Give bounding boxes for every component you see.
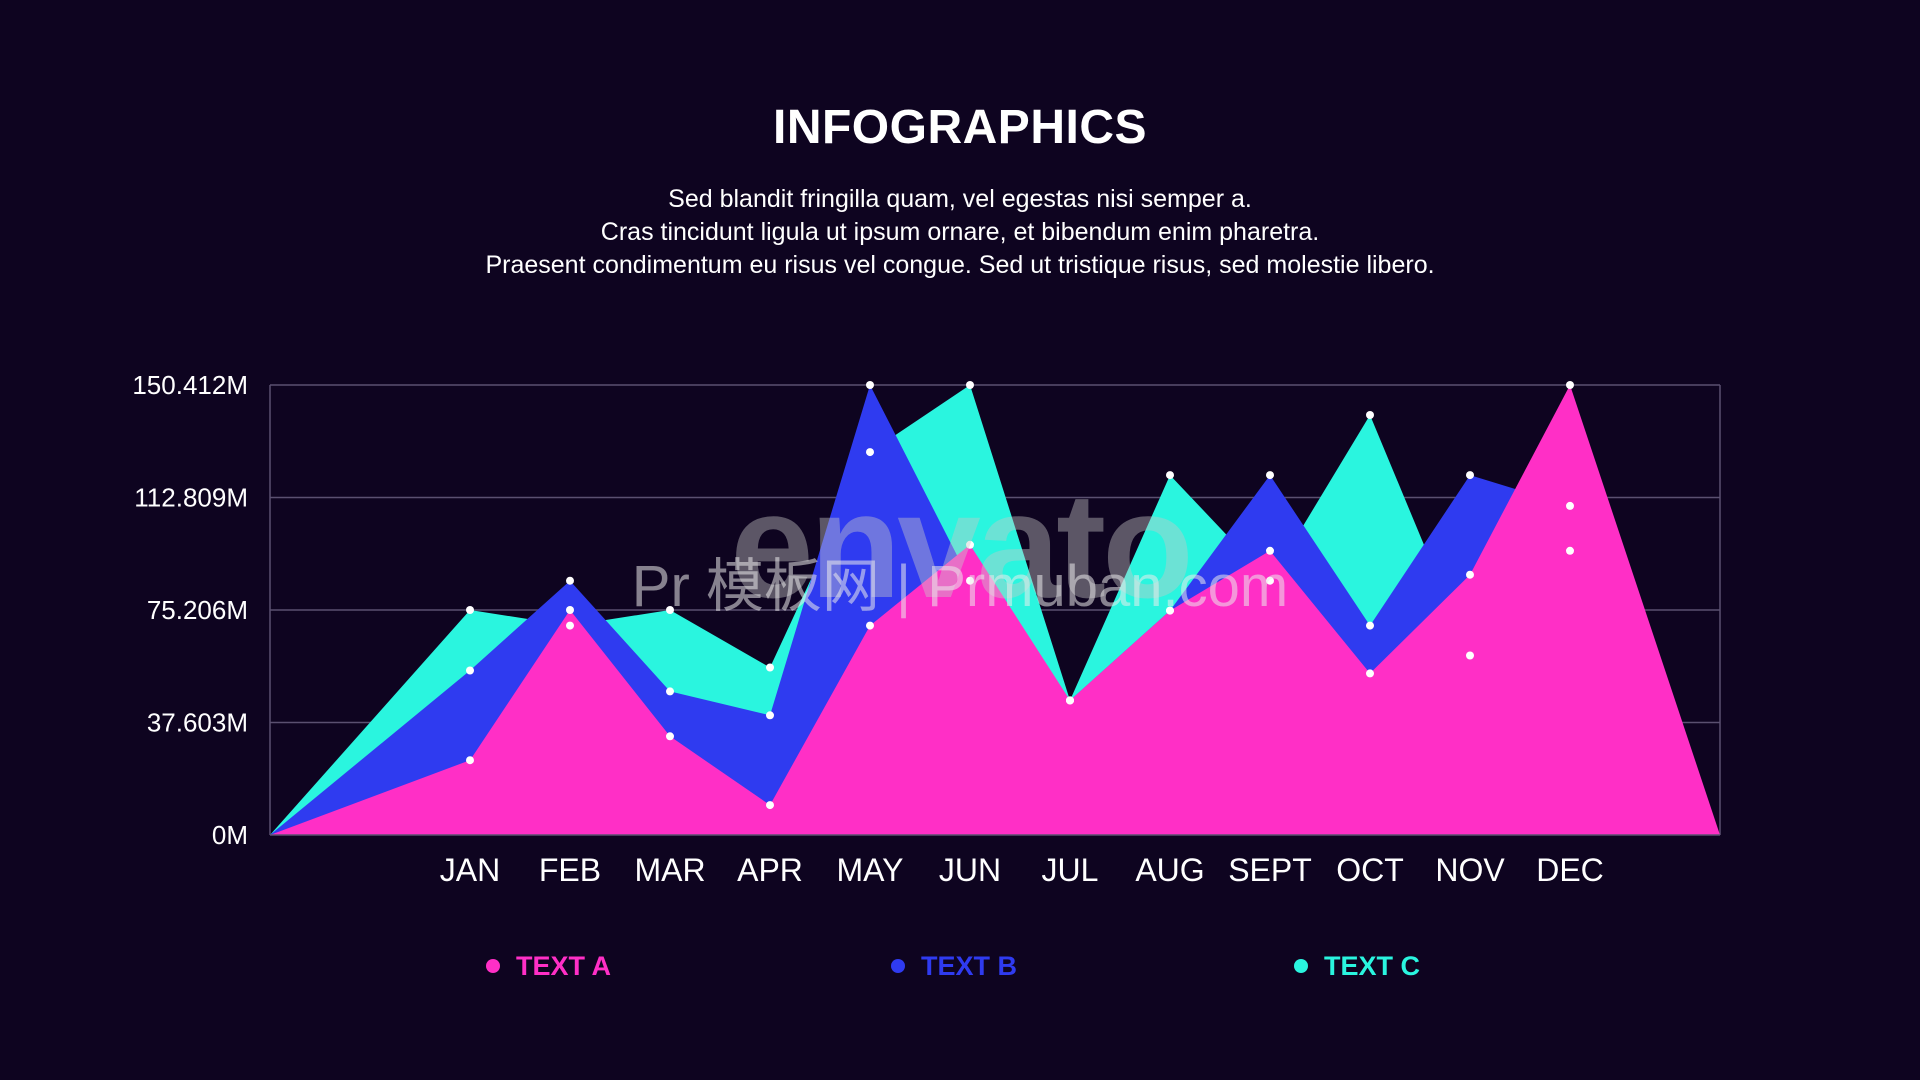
data-point-text-b — [1266, 471, 1274, 480]
legend-label-text-c: TEXT C — [1324, 950, 1421, 981]
legend-label-text-a: TEXT A — [516, 950, 612, 981]
y-tick-label: 112.809M — [134, 483, 248, 513]
data-point-text-c — [766, 663, 774, 672]
data-point-text-b — [1466, 471, 1474, 480]
page-subtitle: Sed blandit fringilla quam, vel egestas … — [0, 183, 1920, 282]
x-tick-label: JAN — [440, 852, 500, 888]
data-point-text-b — [466, 666, 474, 675]
data-point-text-c — [1366, 411, 1374, 419]
data-point-text-a — [766, 801, 774, 810]
legend-item-text-c: TEXT C — [1294, 946, 1420, 986]
data-point-text-c — [1466, 651, 1474, 660]
data-point-text-b — [666, 687, 674, 696]
x-tick-label: APR — [737, 852, 803, 888]
data-point-text-a — [666, 732, 674, 741]
x-tick-label: MAY — [837, 852, 904, 888]
data-point-text-a — [1366, 669, 1374, 678]
y-tick-label: 0M — [212, 820, 248, 850]
data-point-text-a — [566, 606, 574, 614]
data-point-text-b — [866, 381, 874, 389]
data-point-text-c — [1266, 576, 1274, 585]
data-point-text-c — [1566, 546, 1574, 555]
page-title: INFOGRAPHICS — [772, 101, 1147, 154]
legend-item-text-b: TEXT B — [891, 946, 1017, 986]
data-point-text-a — [1566, 381, 1574, 389]
data-point-text-c — [666, 606, 674, 614]
legend-dot-text-c — [1294, 959, 1308, 973]
legend-dot-text-b — [891, 959, 905, 973]
x-tick-label: AUG — [1135, 852, 1204, 888]
data-point-text-c — [566, 621, 574, 630]
data-point-text-a — [1066, 696, 1074, 705]
subtitle-line-3: Praesent condimentum eu risus vel congue… — [485, 251, 1435, 279]
y-tick-label: 37.603M — [147, 708, 248, 738]
y-tick-label: 75.206M — [147, 595, 248, 625]
data-point-text-b — [566, 576, 574, 585]
x-tick-label: OCT — [1336, 852, 1404, 888]
x-tick-label: SEPT — [1228, 852, 1312, 888]
data-point-text-b — [1566, 501, 1574, 510]
data-point-text-b — [966, 576, 974, 585]
y-tick-label: 150.412M — [132, 370, 248, 400]
data-point-text-a — [1266, 546, 1274, 555]
data-point-text-b — [766, 711, 774, 720]
x-tick-label: DEC — [1536, 852, 1604, 888]
legend-item-text-a: TEXT A — [486, 946, 611, 986]
data-point-text-c — [966, 381, 974, 389]
data-point-text-c — [466, 606, 474, 614]
x-tick-label: MAR — [634, 852, 705, 888]
legend-dot-text-a — [486, 959, 500, 973]
data-point-text-a — [966, 540, 974, 549]
data-point-text-a — [1466, 570, 1474, 579]
data-point-text-a — [1166, 606, 1174, 615]
data-point-text-a — [866, 621, 874, 630]
subtitle-line-2: Cras tincidunt ligula ut ipsum ornare, e… — [600, 218, 1320, 246]
data-point-text-b — [1366, 621, 1374, 630]
data-point-text-c — [1166, 471, 1174, 480]
x-tick-label: JUN — [939, 852, 1001, 888]
subtitle-line-1: Sed blandit fringilla quam, vel egestas … — [668, 185, 1252, 213]
data-point-text-a — [466, 756, 474, 765]
x-tick-label: JUL — [1042, 852, 1099, 888]
x-tick-label: NOV — [1435, 852, 1505, 888]
legend-label-text-b: TEXT B — [921, 950, 1018, 981]
data-point-text-c — [866, 448, 874, 457]
x-tick-label: FEB — [539, 852, 601, 888]
series-area-text-a — [270, 385, 1720, 835]
